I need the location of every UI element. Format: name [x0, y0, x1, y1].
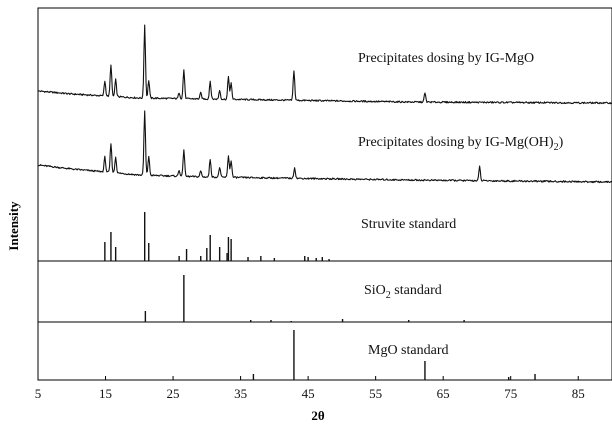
series-trace-1	[38, 110, 612, 184]
x-tick-label-0: 5	[35, 386, 42, 401]
series-label-sio2-tail: standard	[391, 283, 442, 298]
x-axis-title: 2θ	[311, 408, 325, 423]
x-tick-label-5: 55	[369, 386, 382, 401]
series-label-ig-mgoh2-close: )	[559, 135, 564, 150]
series-label-sio2-main: SiO	[364, 283, 386, 298]
series-label-sio2: SiO2 standard	[364, 283, 442, 301]
x-tick-label-7: 75	[504, 386, 517, 401]
series-label-struvite: Struvite standard	[361, 217, 456, 232]
x-tick-label-8: 85	[572, 386, 585, 401]
x-tick-label-2: 25	[167, 386, 180, 401]
series-label-ig-mgo: Precipitates dosing by IG-MgO	[358, 51, 534, 66]
x-tick-label-3: 35	[234, 386, 247, 401]
series-label-mgo: MgO standard	[368, 343, 449, 358]
x-tick-label-4: 45	[302, 386, 315, 401]
series-label-ig-mgoh2: Precipitates dosing by IG-Mg(OH)2)	[358, 135, 564, 153]
series-label-sio2-sub: 2	[386, 290, 391, 301]
series-label-ig-mgoh2-main: Precipitates dosing by IG-Mg(OH)	[358, 135, 554, 150]
x-tick-label-6: 65	[437, 386, 450, 401]
x-axis-ticks: 5 15 25 35 45 55 65 75 85	[35, 376, 585, 401]
series-trace-0	[37, 24, 612, 105]
series-label-ig-mgoh2-sub: 2	[554, 142, 559, 153]
series-group	[37, 24, 612, 380]
x-tick-label-1: 15	[99, 386, 112, 401]
y-axis-title: Intensity	[6, 201, 21, 251]
plot-frame	[37, 7, 612, 381]
